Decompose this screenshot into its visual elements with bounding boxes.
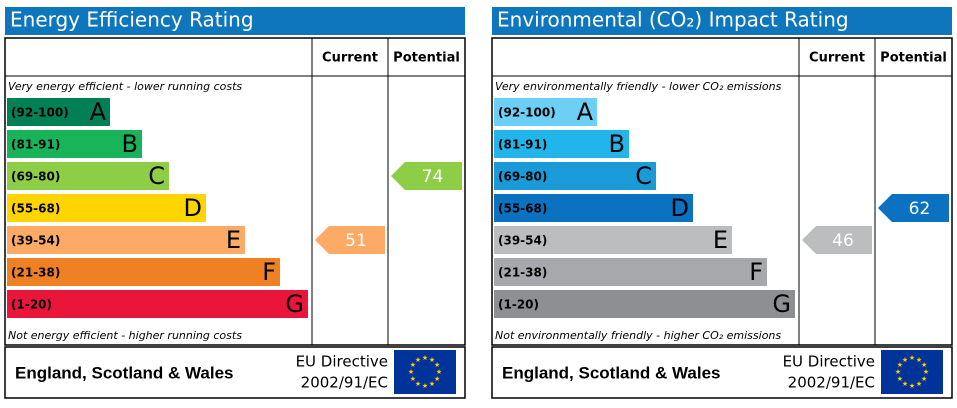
- rating-arrow: [802, 226, 872, 254]
- flag-star: ★: [909, 382, 915, 390]
- band-bar: [494, 226, 732, 254]
- table-frame: [491, 37, 953, 346]
- band-range: (55-68): [498, 202, 547, 216]
- band-letter: G: [772, 290, 791, 318]
- directive: EU Directive: [783, 353, 875, 371]
- bottom-note: Not environmentally friendly - higher CO…: [495, 329, 781, 342]
- panel-title: Energy Efficiency Rating: [10, 8, 254, 32]
- flag-star: ★: [415, 356, 421, 364]
- band-bar: [7, 98, 110, 126]
- directive: 2002/91/EC: [788, 374, 875, 392]
- flag-star: ★: [429, 380, 435, 388]
- band-bar: [494, 258, 767, 286]
- flag-star: ★: [897, 375, 903, 383]
- top-note: Very environmentally friendly - lower CO…: [495, 80, 782, 93]
- band-letter: F: [262, 258, 276, 286]
- band-bar: [494, 98, 597, 126]
- footer-frame: [491, 346, 953, 399]
- band-range: (1-20): [11, 298, 52, 312]
- band-letter: E: [713, 226, 728, 254]
- rating-arrow: [878, 194, 949, 222]
- band-letter: D: [184, 194, 202, 222]
- band-bar: [7, 258, 280, 286]
- band-range: (39-54): [498, 234, 547, 248]
- column-header: Potential: [393, 51, 460, 66]
- region: England, Scotland & Wales: [502, 363, 721, 382]
- band-bar: [7, 162, 169, 190]
- band-letter: C: [148, 162, 165, 190]
- rating-value: 51: [345, 231, 367, 251]
- title-bar: [492, 7, 952, 35]
- eu-flag: [394, 350, 456, 394]
- band-range: (69-80): [498, 170, 547, 184]
- flag-star: ★: [895, 368, 901, 376]
- directive: EU Directive: [296, 353, 388, 371]
- band-range: (81-91): [498, 138, 547, 152]
- rating-value: 62: [909, 199, 931, 219]
- flag-star: ★: [923, 368, 929, 376]
- rating-value: 74: [422, 167, 444, 187]
- band-letter: E: [226, 226, 241, 254]
- band-bar: [7, 194, 206, 222]
- band-range: (21-38): [498, 266, 547, 280]
- band-letter: B: [609, 130, 625, 158]
- band-bar: [7, 226, 245, 254]
- flag-star: ★: [921, 361, 927, 369]
- top-note: Very energy efficient - lower running co…: [8, 80, 242, 93]
- band-range: (69-80): [11, 170, 60, 184]
- column-header: Current: [809, 51, 865, 66]
- band-letter: B: [122, 130, 138, 158]
- band-bar: [494, 290, 795, 318]
- band-bar: [7, 290, 308, 318]
- region: England, Scotland & Wales: [15, 363, 234, 382]
- band-letter: F: [749, 258, 763, 286]
- footer-frame: [4, 346, 466, 399]
- column-header: Potential: [880, 51, 947, 66]
- flag-star: ★: [916, 356, 922, 364]
- flag-star: ★: [410, 375, 416, 383]
- column-header: Current: [322, 51, 378, 66]
- flag-star: ★: [429, 356, 435, 364]
- band-letter: C: [635, 162, 652, 190]
- flag-star: ★: [422, 354, 428, 362]
- flag-star: ★: [408, 368, 414, 376]
- rating-value: 46: [832, 231, 854, 251]
- flag-star: ★: [916, 380, 922, 388]
- band-range: (21-38): [11, 266, 60, 280]
- band-letter: A: [90, 98, 107, 126]
- band-bar: [494, 194, 693, 222]
- band-range: (55-68): [11, 202, 60, 216]
- flag-star: ★: [921, 375, 927, 383]
- flag-star: ★: [434, 361, 440, 369]
- band-range: (39-54): [11, 234, 60, 248]
- flag-star: ★: [909, 354, 915, 362]
- rating-arrow: [315, 226, 385, 254]
- band-range: (81-91): [11, 138, 60, 152]
- band-letter: A: [577, 98, 594, 126]
- band-letter: D: [671, 194, 689, 222]
- band-bar: [7, 130, 142, 158]
- rating-arrow: [391, 162, 462, 190]
- flag-star: ★: [415, 380, 421, 388]
- directive: 2002/91/EC: [301, 374, 388, 392]
- band-range: (92-100): [498, 106, 556, 120]
- band-letter: G: [285, 290, 304, 318]
- band-bar: [494, 130, 629, 158]
- bottom-note: Not energy efficient - higher running co…: [8, 329, 242, 342]
- flag-star: ★: [436, 368, 442, 376]
- flag-star: ★: [410, 361, 416, 369]
- title-bar: [5, 7, 465, 35]
- band-bar: [494, 162, 656, 190]
- flag-star: ★: [422, 382, 428, 390]
- flag-star: ★: [902, 356, 908, 364]
- band-range: (1-20): [498, 298, 539, 312]
- table-frame: [4, 37, 466, 346]
- flag-star: ★: [902, 380, 908, 388]
- band-range: (92-100): [11, 106, 69, 120]
- panel-title: Environmental (CO₂) Impact Rating: [497, 8, 849, 32]
- flag-star: ★: [434, 375, 440, 383]
- flag-star: ★: [897, 361, 903, 369]
- eu-flag: [881, 350, 943, 394]
